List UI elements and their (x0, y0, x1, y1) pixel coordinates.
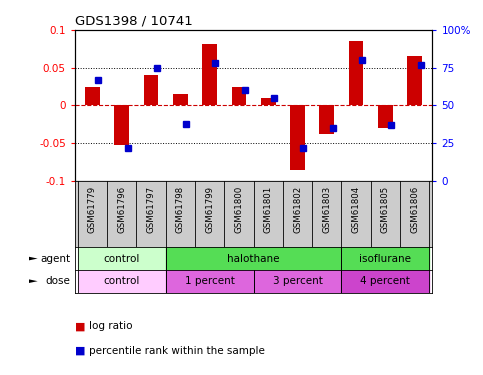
Text: ■: ■ (75, 321, 85, 331)
Bar (114, 105, 129, 145)
Text: 3 percent: 3 percent (272, 276, 323, 286)
Text: GSM61779: GSM61779 (88, 186, 97, 232)
Text: GSM61806: GSM61806 (410, 186, 419, 233)
Bar (319, 105, 334, 134)
Text: log ratio: log ratio (89, 321, 133, 331)
Bar (407, 56, 422, 105)
Text: GDS1398 / 10741: GDS1398 / 10741 (75, 15, 193, 27)
Text: control: control (103, 276, 140, 286)
Polygon shape (29, 257, 38, 260)
Text: GSM61805: GSM61805 (381, 186, 390, 233)
Text: halothane: halothane (227, 254, 280, 264)
Text: GSM61798: GSM61798 (176, 186, 185, 232)
Text: 4 percent: 4 percent (360, 276, 411, 286)
Text: GSM61802: GSM61802 (293, 186, 302, 233)
Text: 1 percent: 1 percent (185, 276, 235, 286)
Bar (290, 105, 305, 170)
Text: GSM61804: GSM61804 (352, 186, 361, 233)
Text: agent: agent (40, 254, 70, 264)
Text: dose: dose (45, 276, 70, 286)
Text: GSM61800: GSM61800 (234, 186, 243, 233)
Bar (261, 98, 275, 105)
Text: isoflurane: isoflurane (359, 254, 412, 264)
Text: GSM61799: GSM61799 (205, 186, 214, 232)
Text: percentile rank within the sample: percentile rank within the sample (89, 346, 265, 355)
Bar (144, 75, 158, 105)
Bar (202, 44, 217, 105)
Bar (232, 87, 246, 105)
Text: GSM61801: GSM61801 (264, 186, 273, 233)
Text: GSM61803: GSM61803 (322, 186, 331, 233)
Bar (173, 94, 188, 105)
Bar (378, 105, 393, 128)
Polygon shape (29, 279, 38, 283)
Bar (349, 41, 363, 105)
Text: control: control (103, 254, 140, 264)
Bar (85, 87, 100, 105)
Text: GSM61797: GSM61797 (146, 186, 156, 232)
Text: GSM61796: GSM61796 (117, 186, 126, 232)
Text: ■: ■ (75, 346, 85, 355)
